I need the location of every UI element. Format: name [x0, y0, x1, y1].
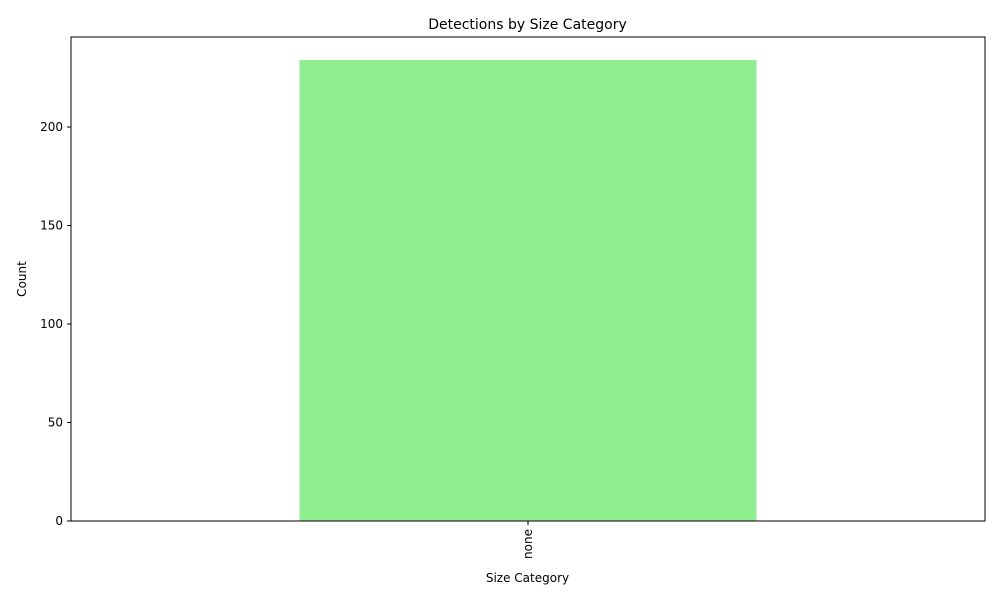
plot-area: 0 50 100 150 200 none [40, 36, 986, 559]
x-tick-label: none [521, 529, 535, 559]
y-tick-label: 0 [55, 514, 63, 528]
y-tick-label: 150 [40, 219, 63, 233]
y-axis-label: Count [15, 261, 29, 297]
y-tick-label: 50 [48, 416, 63, 430]
y-tick-label: 200 [40, 120, 63, 134]
bar-none [299, 60, 757, 522]
chart-title: Detections by Size Category [428, 17, 627, 33]
y-tick-label: 100 [40, 317, 63, 331]
x-axis-label: Size Category [486, 571, 569, 585]
